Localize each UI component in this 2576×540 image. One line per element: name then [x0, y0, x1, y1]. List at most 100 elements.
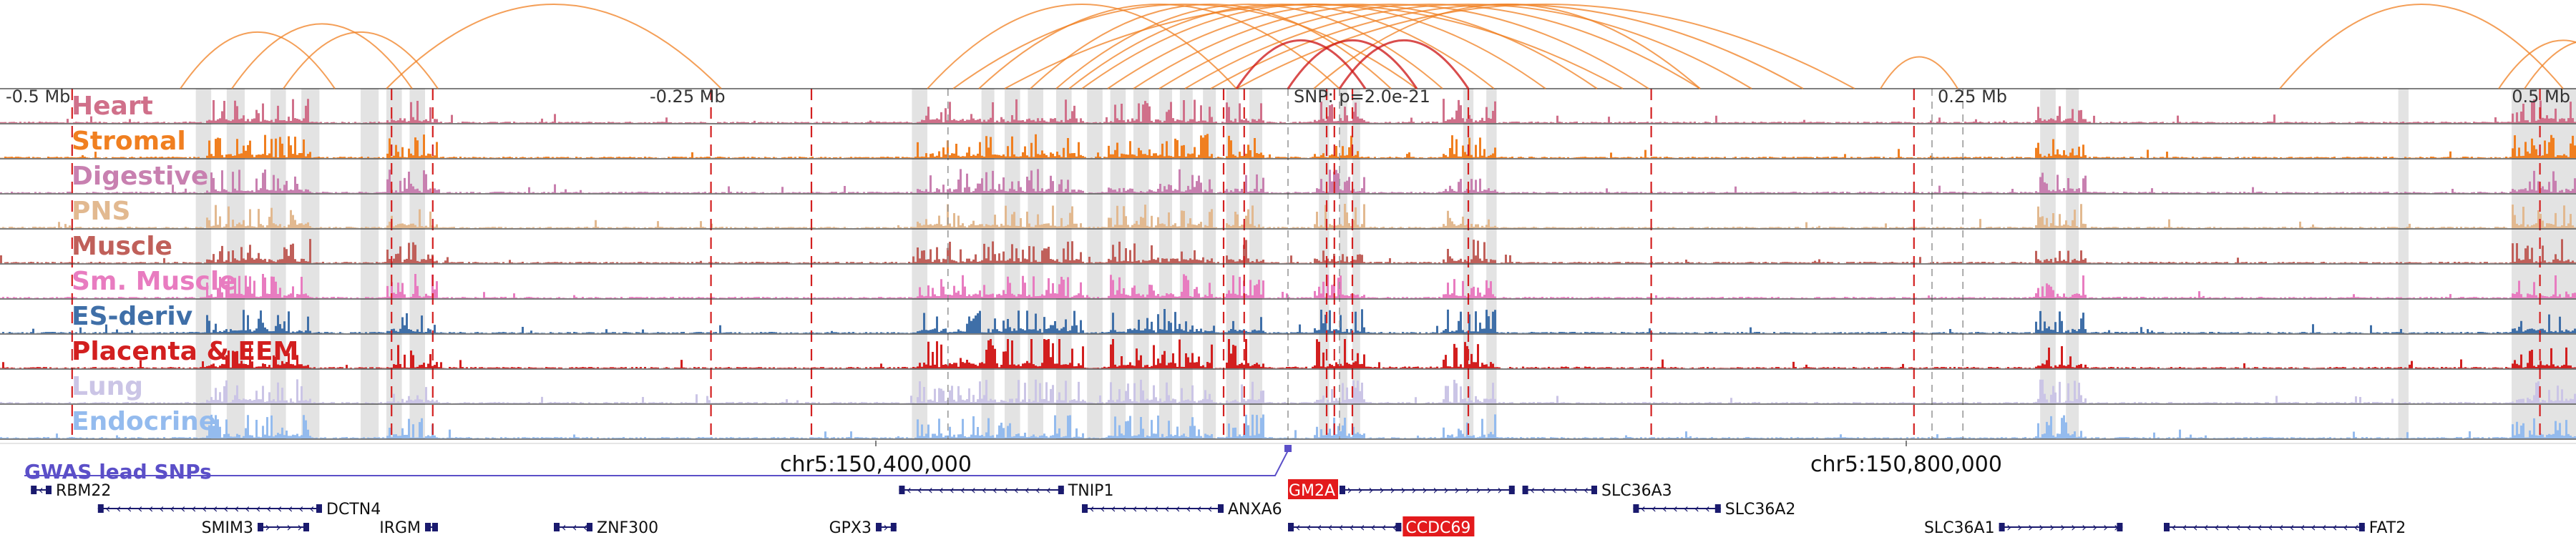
gene-strand-arrow: ‹ — [2311, 520, 2316, 535]
gene-strand-arrow: ‹ — [116, 501, 121, 516]
gene-strand-arrow: ‹ — [1541, 483, 1546, 498]
gene-exon — [1288, 523, 1294, 531]
gene-label: CCDC69 — [1405, 519, 1470, 536]
gene-strand-arrow: ‹ — [1175, 501, 1180, 516]
loop-arc — [1313, 4, 1701, 89]
gene-strand-arrow: ‹ — [1306, 520, 1311, 535]
loop-arc — [1004, 4, 1624, 89]
gene-label: ANXA6 — [1228, 501, 1282, 519]
gene-strand-arrow: ‹ — [223, 501, 228, 516]
gene-strand-arrow: ‹ — [2268, 520, 2273, 535]
gene-label: SMIM3 — [202, 519, 253, 536]
gene-strand-arrow: ‹ — [180, 501, 185, 516]
gene-strand-arrow: ‹ — [255, 501, 260, 516]
highlight-loop-arc — [1287, 39, 1418, 89]
gene-strand-arrow: ‹ — [1652, 501, 1657, 516]
gene-strand-arrow: ‹ — [1530, 483, 1535, 498]
gene-strand-arrow: ‹ — [1562, 483, 1567, 498]
gene-highlight-box — [1288, 479, 1338, 499]
gene-strand-arrow: › — [2049, 520, 2054, 535]
gene-strand-arrow: ‹ — [137, 501, 142, 516]
loop-arc — [231, 23, 413, 89]
gene-strand-arrow: ‹ — [2289, 520, 2294, 535]
gene-strand-arrow: › — [1390, 483, 1395, 498]
gene-exon — [1082, 504, 1088, 513]
gene-strand-arrow: ‹ — [2343, 520, 2348, 535]
gene-strand-arrow: ‹ — [2235, 520, 2240, 535]
gene-strand-arrow: › — [2071, 520, 2076, 535]
gene-strand-arrow: › — [2017, 520, 2022, 535]
signal-endocrine — [0, 414, 2576, 438]
gene-strand-arrow: ‹ — [917, 483, 922, 498]
gene-strand-arrow: ‹ — [1164, 501, 1169, 516]
loop-arc — [1068, 4, 1495, 89]
gene-gpx3: › GPX3 — [829, 519, 897, 537]
track-label: Lung — [72, 372, 143, 401]
gene-strand-arrow: ‹ — [1014, 483, 1019, 498]
gene-exon — [432, 523, 438, 531]
gene-label: DCTN4 — [326, 501, 381, 519]
gene-label: GM2A — [1289, 482, 1335, 500]
gene-strand-arrow: ‹ — [1360, 520, 1365, 535]
signal-lung — [0, 379, 2576, 403]
gene-fat2: ‹ ‹ ‹ ‹ ‹ ‹ ‹ ‹ ‹ ‹ ‹ ‹ ‹ ‹ ‹ ‹ ‹ ‹ FAT2 — [2164, 519, 2406, 537]
loop-arc — [386, 4, 722, 89]
gene-strand-arrow: ‹ — [1584, 483, 1589, 498]
gene-exon — [1340, 486, 1345, 494]
gene-strand-arrow: ‹ — [127, 501, 132, 516]
coordinate-tick-label: -0.5 Mb — [6, 87, 70, 107]
gene-strand-arrow: ‹ — [572, 520, 577, 535]
loop-arc — [1210, 4, 1804, 89]
chromatin-loops — [180, 4, 2576, 89]
gene-strand-arrow: ‹ — [907, 483, 912, 498]
gene-exon — [1714, 504, 1721, 513]
track-label: Digestive — [72, 162, 208, 191]
gene-label: GPX3 — [829, 519, 872, 536]
track-label: Muscle — [72, 232, 172, 261]
gene-exon — [2164, 523, 2170, 531]
gene-strand-arrow: › — [2103, 520, 2108, 535]
gene-strand-arrow: › — [883, 520, 888, 535]
gene-strand-arrow: ‹ — [2225, 520, 2230, 535]
gene-strand-arrow: ‹ — [2300, 520, 2305, 535]
gene-strand-arrow: ‹ — [2278, 520, 2283, 535]
gene-strand-arrow: ‹ — [2192, 520, 2197, 535]
track-labels: Heart Stromal Digestive PNS Muscle Sm. Muscle… — [72, 92, 298, 436]
gene-strand-arrow: ‹ — [2203, 520, 2208, 535]
signal-muscle — [0, 239, 2576, 263]
loop-arc — [927, 4, 1237, 89]
gene-strand-arrow: ‹ — [1132, 501, 1137, 516]
gene-exon — [46, 486, 52, 494]
gene-strand-arrow: ‹ — [982, 483, 987, 498]
gene-exon — [1508, 486, 1515, 494]
gene-strand-arrow: ‹ — [266, 501, 271, 516]
gene-label: ZNF300 — [597, 519, 658, 536]
gene-strand-arrow: ‹ — [213, 501, 218, 516]
gene-strand-arrow: › — [1497, 483, 1502, 498]
gene-strand-arrow: ‹ — [309, 501, 314, 516]
gene-track: ‹ RBM22 ‹ ‹ ‹ ‹ ‹ ‹ ‹ ‹ ‹ ‹ ‹ ‹ ‹ ‹ ‹ ‹ ‹ ‹ ‹ ‹ DCTN4 › › › › SMIM3… — [31, 479, 2406, 537]
signal-digestive — [0, 169, 2576, 193]
gene-exon — [316, 504, 322, 513]
gene-strand-arrow: ‹ — [1381, 520, 1386, 535]
track-label: Placenta & EEM — [72, 337, 298, 366]
gene-strand-arrow: ‹ — [1662, 501, 1667, 516]
gene-strand-arrow: ‹ — [1349, 520, 1354, 535]
gene-strand-arrow: › — [1465, 483, 1470, 498]
gene-exon — [1633, 504, 1639, 513]
track-label: Stromal — [72, 127, 186, 156]
gene-strand-arrow: ‹ — [202, 501, 207, 516]
gene-gm2a: › › › › › › › › › › › › › › › GM2A — [1288, 479, 1515, 500]
gene-strand-arrow: ‹ — [1153, 501, 1158, 516]
loop-arc — [1158, 4, 1701, 89]
gene-strand-arrow: ‹ — [1295, 520, 1300, 535]
loop-arc — [1030, 4, 1392, 89]
gene-strand-arrow: › — [275, 520, 280, 535]
gene-exon — [2117, 523, 2123, 531]
gene-strand-arrow: › — [1400, 483, 1405, 498]
gene-label: IRGM — [379, 519, 421, 536]
gene-exon — [425, 523, 431, 531]
gene-strand-arrow: › — [1422, 483, 1427, 498]
gene-strand-arrow: ‹ — [1100, 501, 1105, 516]
